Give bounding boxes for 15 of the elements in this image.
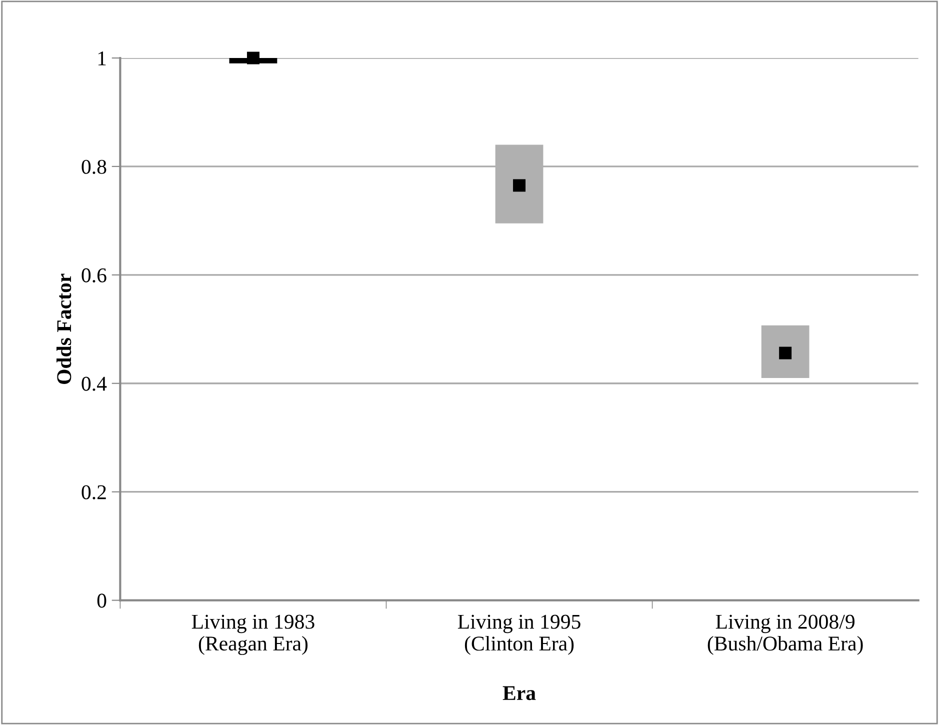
x-tick-label: Living in 1983 (Reagan Era) <box>192 614 314 655</box>
y-tick-label: 0 <box>97 594 106 608</box>
point <box>246 52 260 64</box>
x-tick-label: Living in 1995 (Clinton Era) <box>458 614 580 655</box>
y-axis-title: Odds Factor <box>56 274 72 384</box>
point <box>779 346 792 360</box>
y-tick-label: 0.8 <box>82 160 106 174</box>
point <box>513 179 526 192</box>
y-tick-label: 0.6 <box>82 268 106 282</box>
y-tick-label: 0.4 <box>82 376 107 391</box>
y-tick-label: 0.2 <box>82 485 106 500</box>
bar <box>761 325 810 378</box>
y-tick-label: 1 <box>98 51 106 66</box>
x-tick-label: Living in 2008/9 (Bush/Obama Era) <box>708 614 863 655</box>
x-axis-title: Era <box>502 686 536 700</box>
